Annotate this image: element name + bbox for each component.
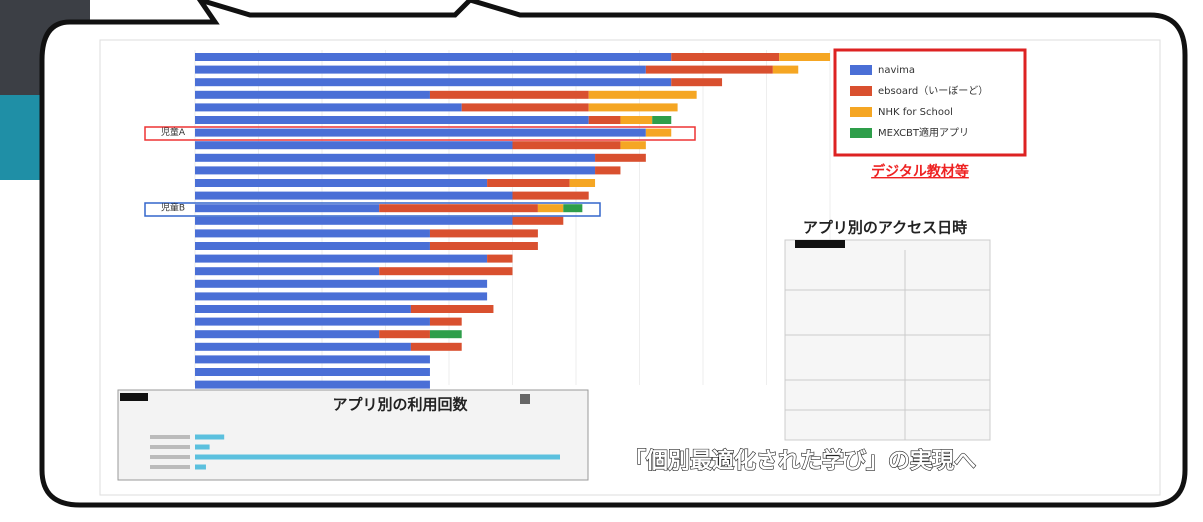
bar-segment	[195, 305, 411, 313]
legend-swatch	[850, 128, 872, 138]
bar-segment	[652, 116, 672, 124]
y-tick-label: 児童B	[161, 202, 185, 214]
annotation: アプリ別のアクセス日時	[803, 219, 967, 237]
bar-segment	[195, 355, 430, 364]
bar-segment	[195, 380, 430, 389]
bar-segment	[563, 204, 583, 213]
bar-segment	[588, 103, 678, 112]
bar-segment	[569, 179, 596, 187]
legend-label: MEXCBT適用アプリ	[878, 126, 969, 139]
bar-segment	[671, 53, 780, 61]
bar	[195, 464, 206, 470]
legend-label: ebsoard（いーぼーど）	[878, 85, 988, 97]
bar-segment	[195, 204, 380, 213]
bar-segment	[512, 141, 621, 150]
bar-segment	[588, 90, 697, 99]
legend-label: NHK for School	[878, 107, 953, 118]
bar-segment	[195, 279, 488, 288]
bar-segment	[379, 204, 538, 213]
bar-segment	[195, 229, 430, 238]
annotation: デジタル教材等	[871, 163, 969, 180]
bar-segment	[195, 342, 411, 351]
bar-segment	[779, 53, 830, 61]
bar-segment	[429, 90, 589, 99]
row-label-placeholder	[150, 435, 190, 439]
bar	[195, 434, 225, 440]
highlight-a	[144, 126, 696, 141]
bar	[195, 444, 210, 450]
bar-segment	[195, 179, 488, 187]
bar-segment	[195, 254, 488, 263]
bar-segment	[429, 317, 462, 326]
bar-segment	[195, 53, 672, 61]
bar-segment	[620, 141, 646, 150]
bar-segment	[645, 128, 672, 137]
usage-title: アプリ別の利用回数	[332, 396, 468, 414]
highlight-b	[144, 202, 601, 217]
bar-segment	[429, 229, 538, 238]
bar-segment	[487, 254, 513, 263]
y-tick-label: 児童A	[161, 126, 186, 138]
legend-swatch	[850, 65, 872, 75]
bar-segment	[487, 179, 570, 187]
row-label-placeholder	[150, 445, 190, 449]
bar-segment	[429, 242, 538, 250]
bar-segment	[537, 204, 564, 213]
bar	[195, 454, 560, 460]
bar-segment	[195, 103, 462, 112]
bar-segment	[195, 242, 430, 250]
access-table	[784, 239, 991, 441]
bar-segment	[512, 216, 564, 225]
bar-segment	[195, 90, 430, 99]
bar-segment	[195, 267, 380, 276]
row-label-placeholder	[150, 465, 190, 469]
bar-segment	[379, 267, 513, 276]
legend-label: navima	[878, 65, 915, 76]
legend-swatch	[850, 86, 872, 96]
bar-segment	[620, 116, 653, 124]
bar-segment	[195, 330, 380, 339]
bar-segment	[429, 330, 462, 339]
bar-segment	[645, 65, 773, 74]
row-label-placeholder	[150, 455, 190, 459]
bar-segment	[195, 317, 430, 326]
bar-segment	[195, 65, 646, 74]
bar-segment	[195, 128, 646, 137]
bar-segment	[195, 166, 596, 175]
bar-segment	[772, 65, 799, 74]
bar-segment	[195, 292, 488, 301]
bar-segment	[195, 216, 513, 225]
annotation: 「個別最適化された学び」の実現へ	[624, 448, 976, 474]
bar-segment	[379, 330, 430, 339]
bar-segment	[512, 191, 589, 200]
usage-panel-icon	[520, 394, 530, 404]
bar-segment	[195, 116, 589, 124]
bar-segment	[195, 153, 596, 162]
bar-segment	[595, 166, 621, 175]
bar-segment	[195, 78, 672, 87]
bar-segment	[595, 153, 646, 162]
bar-segment	[195, 141, 513, 150]
bar-segment	[195, 368, 430, 376]
bar-segment	[671, 78, 723, 87]
bar-segment	[461, 103, 589, 112]
legend-swatch	[850, 107, 872, 117]
bar-segment	[410, 305, 494, 313]
bar-segment	[588, 116, 621, 124]
bar-segment	[410, 342, 462, 351]
usage-panel-tab	[120, 393, 148, 401]
bar-segment	[195, 191, 513, 200]
